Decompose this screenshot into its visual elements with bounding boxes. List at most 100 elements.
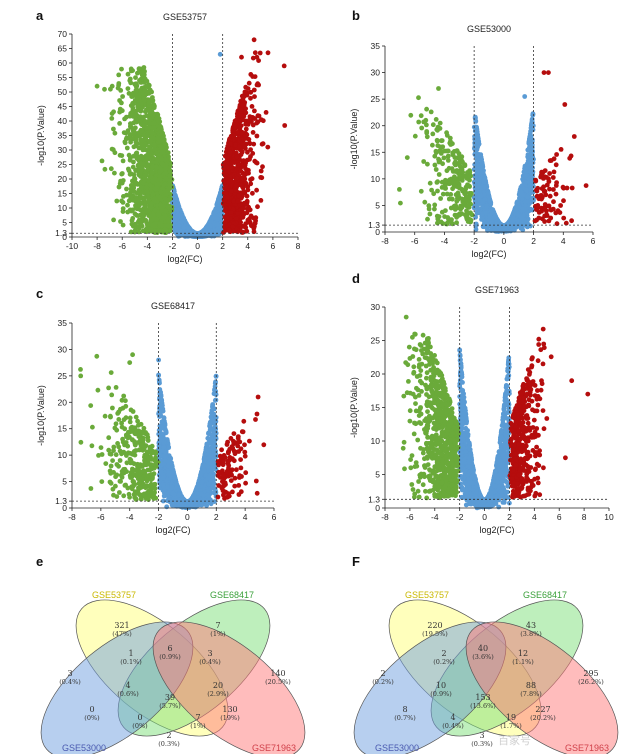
point-upregulated bbox=[241, 189, 247, 195]
point-upregulated bbox=[244, 193, 250, 199]
point-downregulated bbox=[102, 86, 107, 92]
point-upregulated bbox=[252, 94, 257, 99]
point-downregulated bbox=[167, 228, 173, 234]
point-upregulated bbox=[226, 227, 232, 233]
point-upregulated bbox=[239, 149, 245, 155]
point-downregulated bbox=[139, 70, 145, 75]
point-upregulated bbox=[251, 87, 257, 93]
point-upregulated bbox=[243, 171, 249, 177]
plot-title: GSE53757 bbox=[163, 12, 207, 22]
point-nonsignificant bbox=[214, 216, 220, 222]
point-downregulated bbox=[111, 126, 116, 132]
point-downregulated bbox=[109, 116, 115, 121]
point-downregulated bbox=[116, 82, 121, 88]
point-upregulated bbox=[258, 117, 264, 123]
point-nonsignificant bbox=[476, 139, 482, 145]
point-downregulated bbox=[149, 201, 154, 207]
point-downregulated bbox=[112, 130, 118, 136]
y-tick-label: 35 bbox=[58, 131, 68, 141]
point-downregulated bbox=[161, 138, 167, 144]
y-tick-label: 55 bbox=[58, 73, 68, 83]
x-tick-label: 2 bbox=[220, 241, 225, 251]
point-downregulated bbox=[138, 174, 143, 179]
point-downregulated bbox=[147, 182, 153, 188]
point-downregulated bbox=[136, 104, 142, 110]
point-nonsignificant bbox=[481, 179, 487, 185]
point-outlier bbox=[251, 37, 257, 43]
y-tick-label: 25 bbox=[58, 160, 68, 170]
point-upregulated bbox=[256, 82, 261, 88]
point-downregulated bbox=[133, 83, 139, 89]
x-tick-label: -2 bbox=[169, 241, 177, 251]
point-downregulated bbox=[152, 207, 158, 213]
point-downregulated bbox=[131, 144, 137, 150]
point-downregulated bbox=[141, 133, 147, 139]
point-upregulated bbox=[242, 144, 248, 150]
point-nonsignificant bbox=[185, 225, 191, 231]
point-upregulated bbox=[258, 198, 264, 203]
point-downregulated bbox=[165, 223, 171, 229]
scatter-points bbox=[397, 70, 589, 234]
point-upregulated bbox=[235, 199, 241, 205]
point-downregulated bbox=[125, 128, 131, 134]
point-downregulated bbox=[120, 94, 125, 99]
point-downregulated bbox=[163, 208, 169, 214]
x-tick-label: 6 bbox=[271, 241, 276, 251]
point-downregulated bbox=[130, 197, 136, 203]
point-upregulated bbox=[232, 124, 238, 130]
point-downregulated bbox=[137, 78, 142, 83]
point-downregulated bbox=[133, 203, 138, 208]
point-downregulated bbox=[125, 209, 131, 215]
point-downregulated bbox=[149, 151, 155, 157]
point-downregulated bbox=[143, 119, 148, 124]
point-upregulated bbox=[259, 175, 265, 181]
point-nonsignificant bbox=[478, 193, 484, 199]
point-downregulated bbox=[130, 105, 136, 111]
point-downregulated bbox=[134, 190, 140, 196]
point-downregulated bbox=[120, 222, 126, 228]
point-downregulated bbox=[110, 147, 116, 153]
point-upregulated bbox=[230, 224, 236, 230]
point-upregulated bbox=[243, 166, 249, 172]
point-upregulated bbox=[254, 133, 260, 139]
point-upregulated bbox=[253, 160, 259, 165]
point-nonsignificant bbox=[527, 183, 533, 189]
point-downregulated bbox=[108, 166, 114, 172]
point-downregulated bbox=[134, 212, 139, 218]
point-downregulated bbox=[128, 139, 134, 145]
point-downregulated bbox=[117, 152, 123, 158]
point-upregulated bbox=[234, 154, 240, 160]
point-upregulated bbox=[236, 193, 241, 199]
point-downregulated bbox=[157, 221, 163, 227]
point-upregulated bbox=[233, 142, 238, 148]
point-upregulated bbox=[227, 174, 233, 180]
point-downregulated bbox=[116, 72, 122, 78]
point-downregulated bbox=[137, 154, 143, 160]
point-upregulated bbox=[265, 50, 271, 56]
point-upregulated bbox=[250, 130, 256, 135]
point-nonsignificant bbox=[528, 223, 533, 229]
point-upregulated bbox=[225, 194, 231, 200]
point-upregulated bbox=[252, 74, 258, 79]
point-nonsignificant bbox=[211, 233, 217, 239]
point-upregulated bbox=[229, 188, 234, 194]
point-downregulated bbox=[142, 195, 147, 200]
point-downregulated bbox=[144, 188, 150, 194]
point-downregulated bbox=[140, 147, 146, 153]
point-upregulated bbox=[225, 143, 231, 149]
point-downregulated bbox=[135, 162, 141, 168]
panel-label-c: c bbox=[36, 286, 43, 301]
point-downregulated bbox=[147, 97, 153, 103]
x-tick-label: -4 bbox=[144, 241, 152, 251]
point-downregulated bbox=[124, 114, 129, 120]
point-downregulated bbox=[136, 66, 142, 72]
point-downregulated bbox=[147, 144, 152, 150]
point-nonsignificant bbox=[175, 228, 180, 234]
point-upregulated bbox=[233, 118, 239, 124]
point-upregulated bbox=[260, 141, 266, 147]
y-tick-label: 20 bbox=[58, 174, 68, 184]
point-downregulated bbox=[158, 124, 163, 129]
point-downregulated bbox=[142, 162, 148, 168]
point-upregulated bbox=[225, 215, 230, 221]
